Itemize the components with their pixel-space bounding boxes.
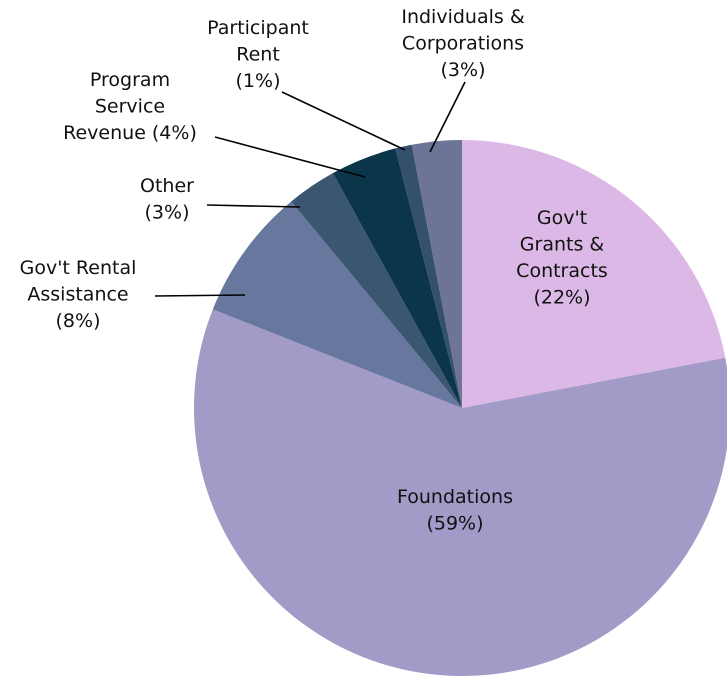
label-line: Contracts [516,260,608,282]
label-line: Revenue [63,122,146,144]
pie-slice [462,140,726,408]
slices [194,140,727,676]
label-line: Gov't Rental [20,257,137,279]
percent-label: (1%) [236,70,281,92]
leader-line [281,91,406,151]
label-line: Program [90,69,170,91]
pie-slice [411,140,462,408]
label-line: Corporations [402,32,524,54]
slice-label: Program Service Revenue (4%) [63,69,197,144]
label-line: Other [140,175,194,197]
leader-line [154,294,246,297]
leader-line [429,81,466,153]
pie-slice [194,309,727,676]
slice-label: Other (3%) [140,175,194,224]
percent-label: (4%) [152,122,197,144]
label-line: Individuals & [401,6,524,28]
percent-label: (59%) [426,512,483,534]
pie-slice [395,144,462,408]
percent-label: (22%) [533,286,590,308]
label-line: Rent [236,43,280,65]
pie-slice [212,201,462,408]
pie-slice [291,173,462,408]
slice-label: Gov't Rental Assistance (8%) [20,257,137,332]
percent-label: (8%) [56,310,101,332]
slice-label: Gov't Grants & Contracts (22%) [516,207,608,309]
slice-label: Individuals & Corporations (3%) [401,6,524,81]
pie-slice [332,148,462,408]
label-line: Grants & [520,233,605,255]
label-line: Gov't [537,207,587,229]
label-line: Participant [207,17,309,39]
label-line: Foundations [397,486,513,508]
slice-label: Participant Rent (1%) [207,17,309,92]
slice-label: Foundations (59%) [397,486,513,535]
leader-line [206,204,301,208]
label-line: Service [95,95,165,117]
percent-label: (3%) [145,201,190,223]
percent-label: (3%) [441,59,486,81]
label-line: Assistance [27,283,128,305]
leader-line [214,136,366,178]
